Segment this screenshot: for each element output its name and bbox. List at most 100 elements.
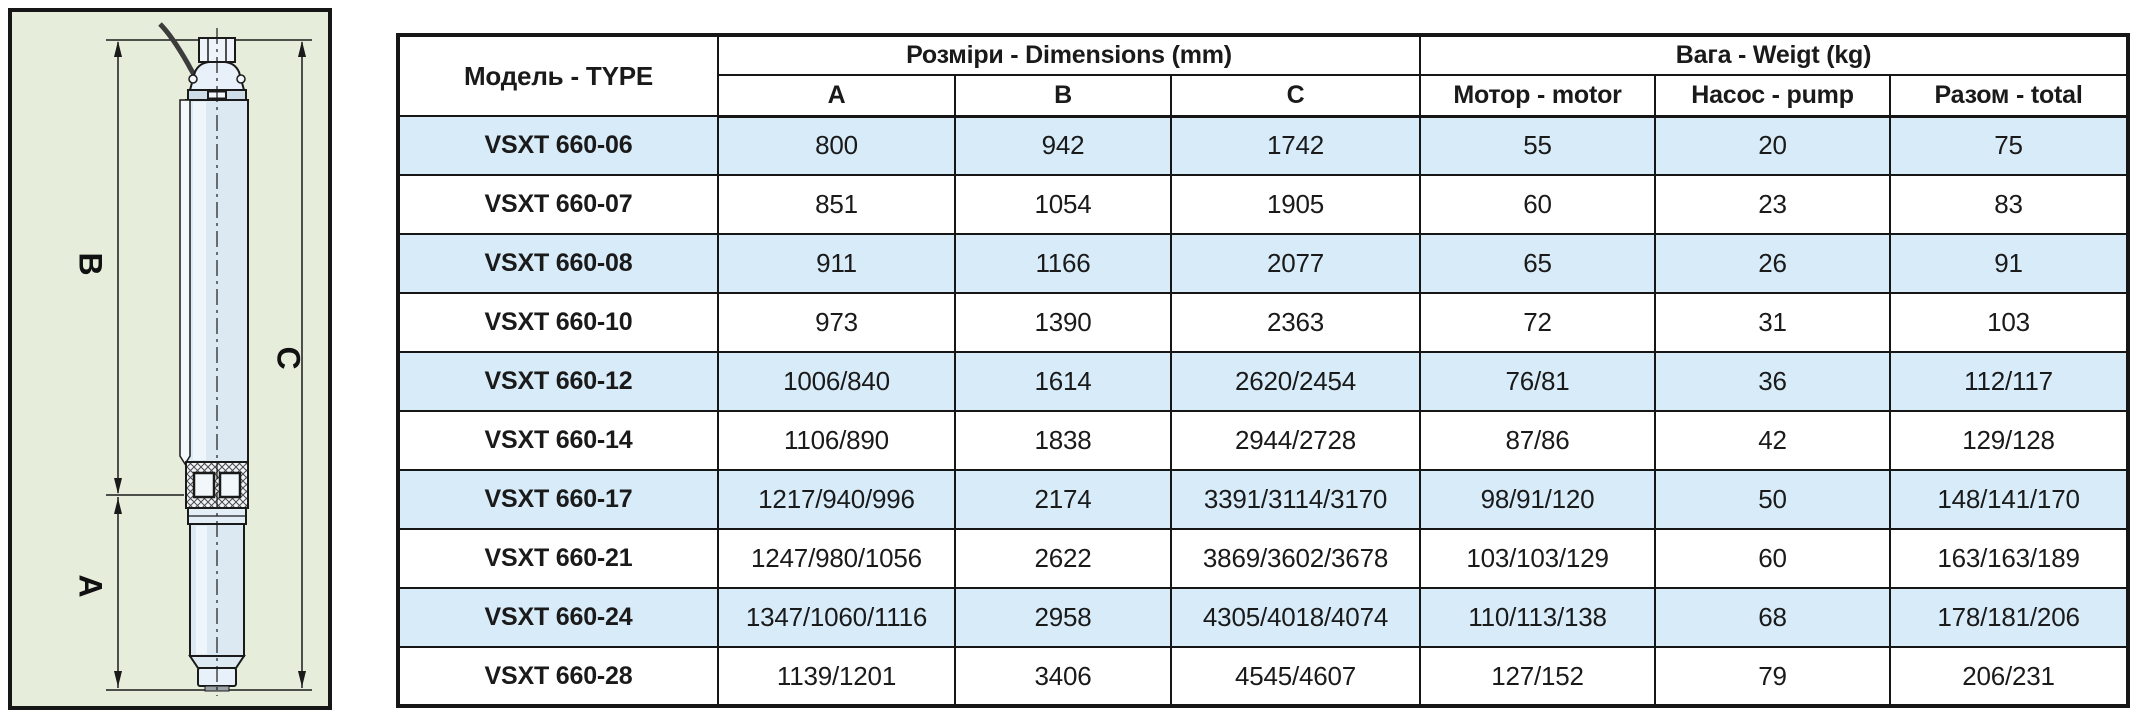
- table-row: VSXT 660-14 1106/890 1838 2944/2728 87/86 42 1…: [397, 410, 2130, 471]
- cell-motor: 60: [1419, 174, 1657, 235]
- cell-motor: 110/113/138: [1419, 587, 1657, 648]
- cell-c: 2620/2454: [1169, 351, 1422, 412]
- table-row: VSXT 660-21 1247/980/1056 2622 3869/3602/36…: [397, 528, 2130, 589]
- cell-c: 2944/2728: [1169, 410, 1422, 471]
- header-model-type: Модель - TYPE: [397, 34, 719, 117]
- table-group-header-row: Модель - TYPE Розміри - Dimensions (mm) …: [397, 34, 2130, 117]
- cell-model: VSXT 660-10: [397, 292, 719, 353]
- dimensions-table: Модель - TYPE Розміри - Dimensions (mm) …: [396, 33, 2131, 708]
- header-col-total: Разом - total: [1889, 74, 2130, 118]
- cell-total: 148/141/170: [1889, 469, 2130, 530]
- dimension-line-c: [298, 41, 306, 688]
- cell-total: 163/163/189: [1889, 528, 2130, 589]
- cell-total: 103: [1889, 292, 2130, 353]
- cell-b: 3406: [954, 646, 1172, 707]
- cell-a: 1106/890: [717, 410, 956, 471]
- cell-pump: 23: [1654, 174, 1892, 235]
- cell-motor: 72: [1419, 292, 1657, 353]
- table-row: VSXT 660-08 911 1166 2077 65 26 91: [397, 233, 2130, 294]
- pump-diagram: B A C: [73, 22, 312, 696]
- table-row: VSXT 660-10 973 1390 2363 72 31 103: [397, 292, 2130, 353]
- cell-motor: 103/103/129: [1419, 528, 1657, 589]
- cell-model: VSXT 660-28: [397, 646, 719, 707]
- cell-model: VSXT 660-21: [397, 528, 719, 589]
- header-col-c: C: [1169, 74, 1422, 118]
- cell-a: 911: [717, 233, 956, 294]
- header-col-pump: Насос - pump: [1654, 74, 1892, 118]
- table-row: VSXT 660-07 851 1054 1905 60 23 83: [397, 174, 2130, 235]
- cell-c: 4305/4018/4074: [1169, 587, 1422, 648]
- cell-pump: 31: [1654, 292, 1892, 353]
- table-row: VSXT 660-06 800 942 1742 55 20 75: [397, 115, 2130, 176]
- cell-model: VSXT 660-17: [397, 469, 719, 530]
- cell-motor: 65: [1419, 233, 1657, 294]
- cell-motor: 55: [1419, 115, 1657, 176]
- pump-diagram-panel: B A C: [8, 8, 332, 710]
- cell-model: VSXT 660-08: [397, 233, 719, 294]
- cell-c: 3869/3602/3678: [1169, 528, 1422, 589]
- header-col-b: B: [954, 74, 1172, 118]
- cell-a: 800: [717, 115, 956, 176]
- cell-b: 1390: [954, 292, 1172, 353]
- cell-c: 2363: [1169, 292, 1422, 353]
- table-row: VSXT 660-24 1347/1060/1116 2958 4305/4018/4…: [397, 587, 2130, 648]
- cell-total: 206/231: [1889, 646, 2130, 707]
- cell-b: 1838: [954, 410, 1172, 471]
- cell-b: 2622: [954, 528, 1172, 589]
- header-col-motor: Мотор - motor: [1419, 74, 1657, 118]
- cell-total: 75: [1889, 115, 2130, 176]
- cell-motor: 87/86: [1419, 410, 1657, 471]
- cell-b: 1054: [954, 174, 1172, 235]
- cell-total: 91: [1889, 233, 2130, 294]
- header-weight-group: Вага - Weigt (kg): [1419, 34, 2130, 76]
- cell-b: 2958: [954, 587, 1172, 648]
- dimensions-table-wrap: Модель - TYPE Розміри - Dimensions (mm) …: [396, 33, 2131, 708]
- cell-a: 973: [717, 292, 956, 353]
- cell-pump: 26: [1654, 233, 1892, 294]
- cell-pump: 79: [1654, 646, 1892, 707]
- pump-outline: [158, 22, 249, 696]
- dimension-line-a: [114, 497, 122, 688]
- cell-model: VSXT 660-24: [397, 587, 719, 648]
- cell-c: 4545/4607: [1169, 646, 1422, 707]
- cell-c: 3391/3114/3170: [1169, 469, 1422, 530]
- cell-b: 1614: [954, 351, 1172, 412]
- cell-pump: 42: [1654, 410, 1892, 471]
- cell-model: VSXT 660-12: [397, 351, 719, 412]
- cell-total: 112/117: [1889, 351, 2130, 412]
- dimension-line-b: [114, 41, 122, 494]
- cell-pump: 50: [1654, 469, 1892, 530]
- cell-motor: 76/81: [1419, 351, 1657, 412]
- cell-a: 1247/980/1056: [717, 528, 956, 589]
- cell-c: 2077: [1169, 233, 1422, 294]
- cell-a: 1006/840: [717, 351, 956, 412]
- cell-b: 1166: [954, 233, 1172, 294]
- cell-b: 2174: [954, 469, 1172, 530]
- cell-model: VSXT 660-14: [397, 410, 719, 471]
- header-col-a: A: [717, 74, 956, 118]
- table-row: VSXT 660-17 1217/940/996 2174 3391/3114/317…: [397, 469, 2130, 530]
- dimension-label-b: B: [73, 252, 109, 275]
- cell-total: 83: [1889, 174, 2130, 235]
- cell-a: 1139/1201: [717, 646, 956, 707]
- cell-motor: 127/152: [1419, 646, 1657, 707]
- table-sub-header-row: A B C Мотор - motor Насос - pump Разом -…: [398, 74, 2130, 118]
- dimension-label-c: C: [271, 346, 307, 369]
- cell-model: VSXT 660-07: [397, 174, 719, 235]
- dimension-label-a: A: [73, 574, 109, 597]
- cell-a: 851: [717, 174, 956, 235]
- cell-motor: 98/91/120: [1419, 469, 1657, 530]
- cell-c: 1742: [1169, 115, 1422, 176]
- cell-c: 1905: [1169, 174, 1422, 235]
- cell-total: 129/128: [1889, 410, 2130, 471]
- header-dimensions-group: Розміри - Dimensions (mm): [716, 34, 1422, 76]
- cell-pump: 68: [1654, 587, 1892, 648]
- cell-total: 178/181/206: [1889, 587, 2130, 648]
- cell-pump: 60: [1654, 528, 1892, 589]
- cell-a: 1347/1060/1116: [717, 587, 956, 648]
- cell-pump: 20: [1654, 115, 1892, 176]
- cell-b: 942: [954, 115, 1172, 176]
- table-row: VSXT 660-12 1006/840 1614 2620/2454 76/81 36 1…: [397, 351, 2130, 412]
- table-row: VSXT 660-28 1139/1201 3406 4545/4607 127/152…: [397, 646, 2130, 707]
- cell-a: 1217/940/996: [717, 469, 956, 530]
